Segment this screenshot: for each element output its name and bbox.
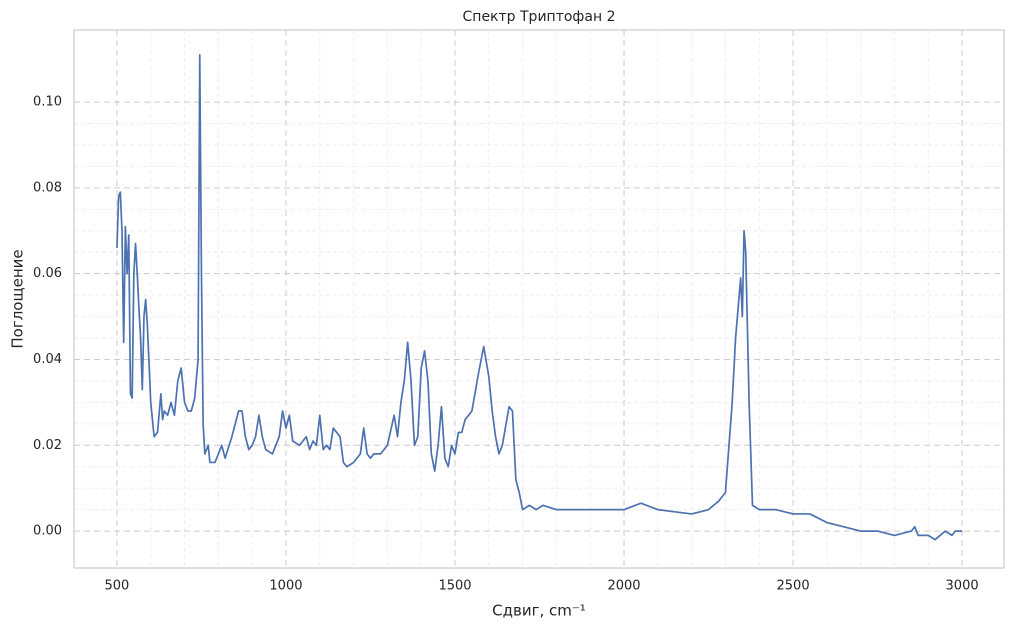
- plot-frame: [73, 29, 1005, 569]
- y-axis-label: Поглощение: [9, 249, 27, 348]
- x-tick-label: 1000: [269, 579, 302, 594]
- x-axis-label: Сдвиг, cm⁻¹: [492, 602, 586, 620]
- y-tick-label: 0.10: [33, 95, 62, 110]
- y-tick-label: 0.02: [33, 438, 62, 453]
- x-tick-label: 3000: [946, 579, 979, 594]
- y-tick-label: 0.04: [33, 352, 62, 367]
- x-tick-label: 1500: [438, 579, 471, 594]
- x-tick-label: 500: [105, 579, 130, 594]
- x-tick-label: 2500: [777, 579, 810, 594]
- y-tick-label: 0.00: [33, 524, 62, 539]
- y-tick-label: 0.08: [33, 180, 62, 195]
- chart-title: Спектр Триптофан 2: [463, 9, 616, 25]
- y-tick-label: 0.06: [33, 266, 62, 281]
- spectrum-line: [116, 54, 963, 541]
- x-tick-label: 2000: [607, 579, 640, 594]
